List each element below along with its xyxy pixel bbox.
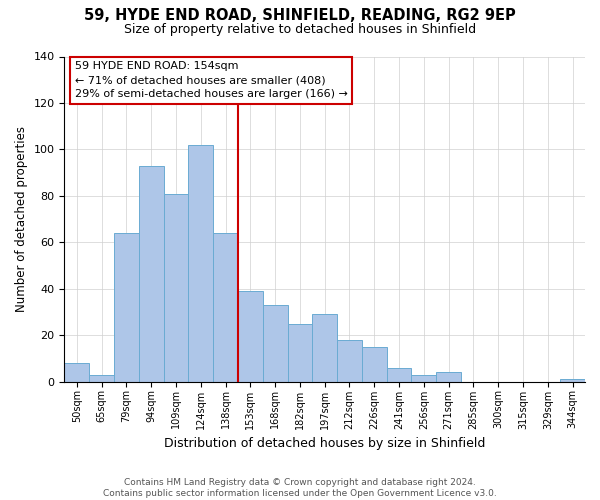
Bar xyxy=(64,363,89,382)
Text: Contains HM Land Registry data © Crown copyright and database right 2024.
Contai: Contains HM Land Registry data © Crown c… xyxy=(103,478,497,498)
Bar xyxy=(263,305,287,382)
Bar xyxy=(164,194,188,382)
X-axis label: Distribution of detached houses by size in Shinfield: Distribution of detached houses by size … xyxy=(164,437,485,450)
Bar xyxy=(412,374,436,382)
Text: 59, HYDE END ROAD, SHINFIELD, READING, RG2 9EP: 59, HYDE END ROAD, SHINFIELD, READING, R… xyxy=(84,8,516,22)
Bar xyxy=(313,314,337,382)
Bar xyxy=(188,145,213,382)
Text: Size of property relative to detached houses in Shinfield: Size of property relative to detached ho… xyxy=(124,22,476,36)
Bar xyxy=(238,291,263,382)
Bar xyxy=(386,368,412,382)
Bar xyxy=(114,233,139,382)
Bar xyxy=(560,380,585,382)
Bar xyxy=(89,374,114,382)
Bar xyxy=(287,324,313,382)
Text: 59 HYDE END ROAD: 154sqm
← 71% of detached houses are smaller (408)
29% of semi-: 59 HYDE END ROAD: 154sqm ← 71% of detach… xyxy=(75,62,347,100)
Bar xyxy=(139,166,164,382)
Bar xyxy=(213,233,238,382)
Y-axis label: Number of detached properties: Number of detached properties xyxy=(15,126,28,312)
Bar xyxy=(362,347,386,382)
Bar xyxy=(337,340,362,382)
Bar xyxy=(436,372,461,382)
